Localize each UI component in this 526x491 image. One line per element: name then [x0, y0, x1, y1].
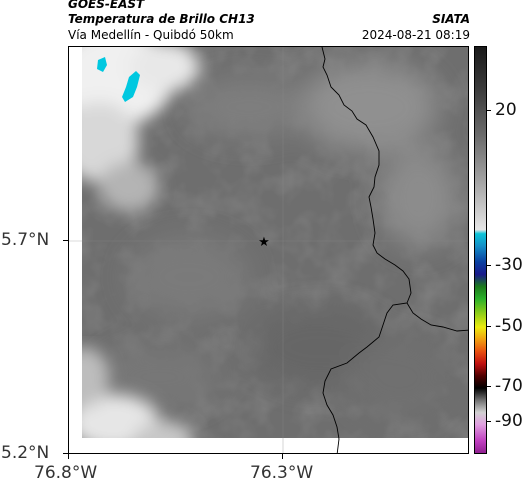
product-title: Temperatura de Brillo CH13: [68, 12, 255, 26]
colorbar-tick-mark: [486, 421, 491, 422]
lon-tick-mark: [68, 454, 69, 459]
cold-cloud-spot: [97, 57, 107, 72]
region-subtitle: Vía Medellín - Quibdó 50km: [68, 28, 234, 42]
colorbar-tick-mark: [486, 265, 491, 266]
colorbar-tick-mark: [486, 110, 491, 111]
lat-tick-label: 5.7°N: [1, 230, 50, 250]
timestamp-label: 2024-08-21 08:19: [361, 28, 470, 42]
cold-cloud-spot: [122, 71, 140, 102]
colorbar-tick-mark: [486, 326, 491, 327]
lat-tick-mark: [63, 453, 68, 454]
department-border: [321, 47, 412, 453]
department-border-branch: [406, 302, 468, 332]
colorbar-tick-mark: [486, 386, 491, 387]
lon-tick-label: 76.3°W: [250, 463, 314, 483]
lat-tick-mark: [63, 240, 68, 241]
colorbar-tick-label: 20: [495, 100, 517, 120]
colorbar-tick-label: -70: [495, 376, 523, 396]
temperature-colorbar: [474, 46, 487, 454]
lon-tick-label: 76.8°W: [34, 463, 98, 483]
satellite-map[interactable]: ★: [68, 46, 469, 454]
satellite-name: GOES-EAST: [68, 0, 145, 11]
lon-tick-mark: [282, 454, 283, 459]
colorbar-tick-label: -50: [495, 316, 523, 336]
star-icon: ★: [258, 235, 270, 250]
agency-label: SIATA: [432, 12, 470, 26]
colorbar-tick-label: -90: [495, 411, 523, 431]
lat-tick-label: 5.2°N: [1, 443, 50, 463]
colorbar-tick-label: -30: [495, 255, 523, 275]
brightness-temperature-field: ★: [69, 47, 468, 453]
